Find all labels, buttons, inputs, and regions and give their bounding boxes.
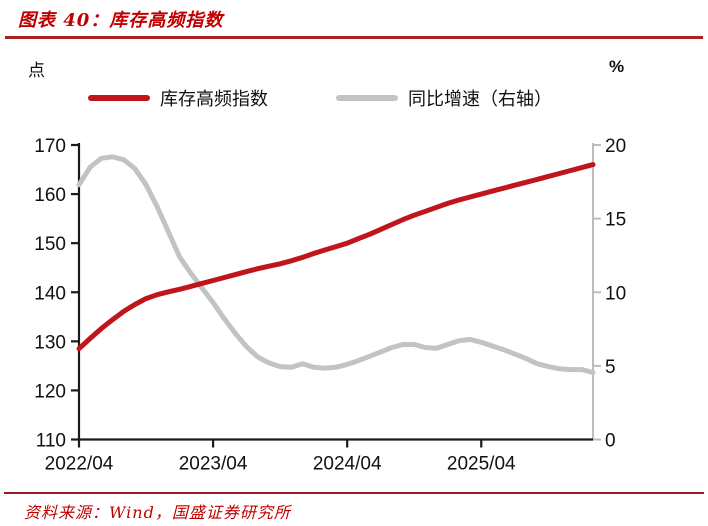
inventory-index-line bbox=[76, 162, 596, 352]
yoy-growth-line bbox=[76, 154, 596, 375]
legend-item-inventory-index: 库存高频指数 bbox=[88, 86, 268, 110]
right-axis-tick-label: 10 bbox=[605, 283, 626, 304]
legend-label: 同比增速（右轴） bbox=[408, 89, 552, 110]
right-axis-tick-label: 5 bbox=[605, 357, 616, 378]
legend-label: 库存高频指数 bbox=[160, 89, 268, 110]
right-axis-tick-label: 15 bbox=[605, 210, 626, 231]
x-axis-tick-label: 2024/04 bbox=[313, 454, 382, 475]
gray-line-swatch-icon bbox=[336, 95, 398, 101]
footer-divider-rule bbox=[4, 492, 704, 494]
red-line-swatch-icon bbox=[88, 95, 150, 101]
right-axis-tick-label: 0 bbox=[605, 431, 616, 452]
chart-title: 图表 40：库存高频指数 bbox=[18, 10, 224, 31]
left-axis-tick-label: 170 bbox=[34, 136, 66, 157]
legend-item-yoy-growth: 同比增速（右轴） bbox=[336, 86, 552, 110]
left-axis-tick-label: 130 bbox=[34, 332, 66, 353]
left-axis-tick-label: 110 bbox=[36, 431, 66, 452]
x-axis-tick-label: 2022/04 bbox=[45, 454, 114, 475]
x-axis-tick-label: 2025/04 bbox=[447, 454, 516, 475]
right-axis-tick-label: 20 bbox=[605, 136, 626, 157]
x-axis-tick-label: 2023/04 bbox=[179, 454, 248, 475]
left-axis-tick-label: 150 bbox=[34, 234, 66, 255]
source-note: 资料来源：Wind，国盛证券研究所 bbox=[24, 503, 291, 522]
left-axis-tick-label: 120 bbox=[34, 381, 66, 402]
left-axis-tick-label: 160 bbox=[34, 185, 66, 206]
left-axis-tick-label: 140 bbox=[34, 283, 66, 304]
left-axis-unit-label: 点 bbox=[28, 61, 45, 81]
right-axis-unit-label: % bbox=[609, 57, 625, 76]
title-divider-rule bbox=[5, 36, 703, 39]
